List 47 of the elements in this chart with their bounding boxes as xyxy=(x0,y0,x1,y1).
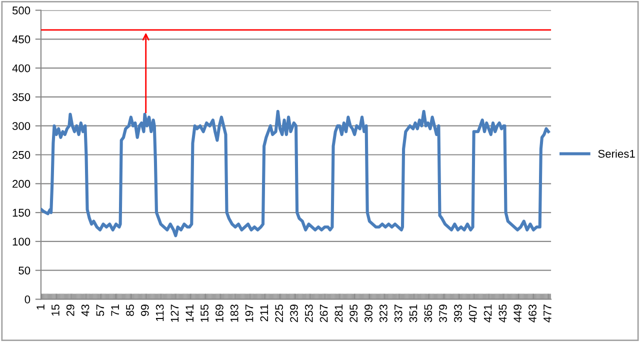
x-tick-label: 85 xyxy=(126,304,134,316)
y-tick-label: 150 xyxy=(12,208,30,217)
x-tick-label: 113 xyxy=(156,304,164,321)
x-tick-label: 477 xyxy=(544,304,552,322)
y-tick-label: 200 xyxy=(12,180,30,188)
x-tick-label: 141 xyxy=(186,304,194,322)
x-tick-label: 365 xyxy=(424,304,432,322)
x-tick-label: 71 xyxy=(111,304,119,316)
x-tick-label: 43 xyxy=(81,304,90,316)
x-tick-label: 57 xyxy=(96,304,104,316)
x-tick-label: 407 xyxy=(468,304,477,322)
x-tick-label: 267 xyxy=(320,304,328,322)
x-tick-label: 253 xyxy=(304,304,313,322)
x-tick-label: 1 xyxy=(36,304,44,310)
y-tick-label: 100 xyxy=(12,238,30,246)
x-tick-label: 183 xyxy=(230,304,238,322)
x-tick-label: 211 xyxy=(260,304,268,322)
x-tick-label: 309 xyxy=(364,304,372,322)
y-tick-label: 250 xyxy=(12,151,30,159)
y-tick-label: 300 xyxy=(12,122,30,130)
x-tick-label: 281 xyxy=(334,304,343,322)
y-tick-label: 50 xyxy=(18,266,30,274)
x-tick-label: 463 xyxy=(528,304,536,322)
x-tick-label: 99 xyxy=(140,304,149,316)
legend-label: Series1 xyxy=(598,150,635,158)
x-tick-label: 351 xyxy=(409,304,418,322)
x-tick-label: 435 xyxy=(498,304,507,322)
x-tick-label: 393 xyxy=(454,304,462,322)
x-tick-label: 197 xyxy=(245,304,254,322)
x-tick-label: 295 xyxy=(350,304,358,322)
y-tick-label: 0 xyxy=(24,296,30,304)
x-tick-label: 169 xyxy=(216,304,224,322)
x-tick-label: 421 xyxy=(484,304,492,322)
x-tick-label: 379 xyxy=(439,304,447,322)
x-tick-label: 15 xyxy=(52,304,60,316)
x-tick-label: 225 xyxy=(275,304,284,322)
x-tick-label: 29 xyxy=(66,304,74,316)
x-tick-label: 155 xyxy=(200,304,208,322)
x-tick-label: 127 xyxy=(170,304,179,322)
y-tick-label: 400 xyxy=(12,64,30,72)
x-tick-label: 449 xyxy=(514,304,522,322)
y-tick-label: 450 xyxy=(12,35,30,44)
y-tick-label: 500 xyxy=(12,6,30,14)
x-tick-label: 323 xyxy=(380,304,388,322)
x-tick-label: 239 xyxy=(290,304,298,322)
y-tick-label: 350 xyxy=(12,93,30,102)
x-tick-label: 337 xyxy=(394,304,402,322)
